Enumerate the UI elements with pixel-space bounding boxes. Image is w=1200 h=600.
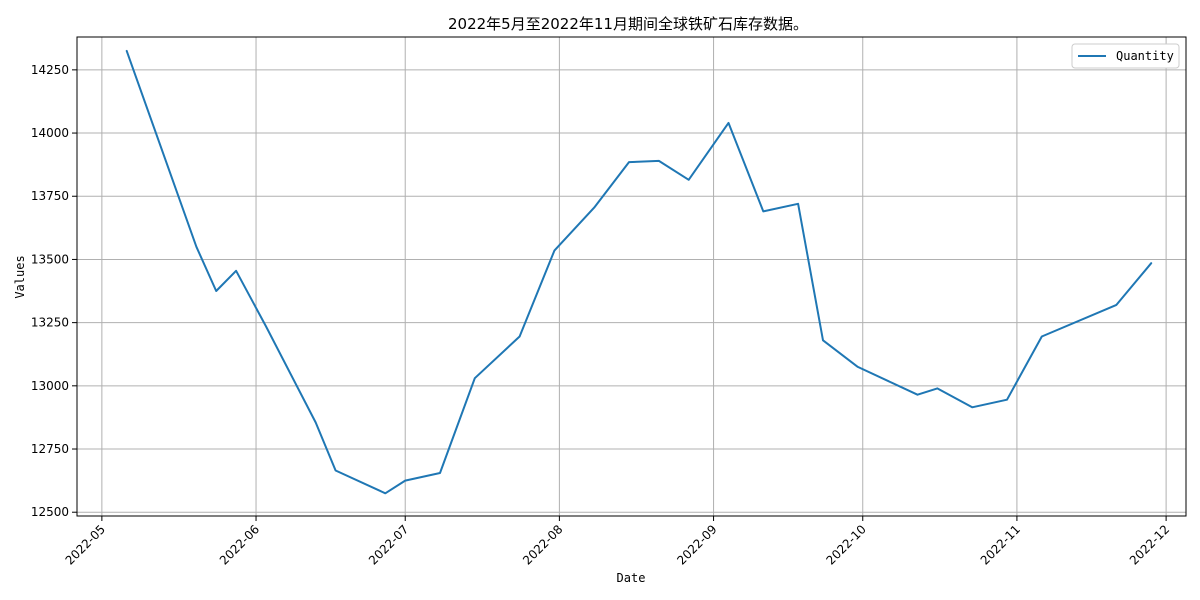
y-tick-label: 12750 [31,442,69,456]
y-tick-label: 13500 [31,252,69,266]
legend-box [1071,43,1180,69]
y-tick-label: 13250 [31,316,69,330]
series-line-quantity [125,49,1153,495]
series-layer [125,49,1153,495]
grid [77,37,1186,516]
chart-title: 2022年5月至2022年11月期间全球铁矿石库存数据。 [448,15,808,33]
legend: Quantity [1071,43,1180,69]
y-tick-label: 14000 [31,126,69,140]
y-tick-label: 12500 [31,505,69,519]
y-tick-label: 13750 [31,189,69,203]
x-axis-label: Date [617,571,646,585]
y-axis: 12500 12750 13000 13250 13500 13750 14000 14250 [31,63,77,519]
y-tick-label: 13000 [31,379,69,393]
legend-label-quantity: Quantity [1116,49,1174,63]
y-axis-label: Values [13,255,27,298]
plot-frame [76,36,1187,517]
y-tick-label: 14250 [31,63,69,77]
